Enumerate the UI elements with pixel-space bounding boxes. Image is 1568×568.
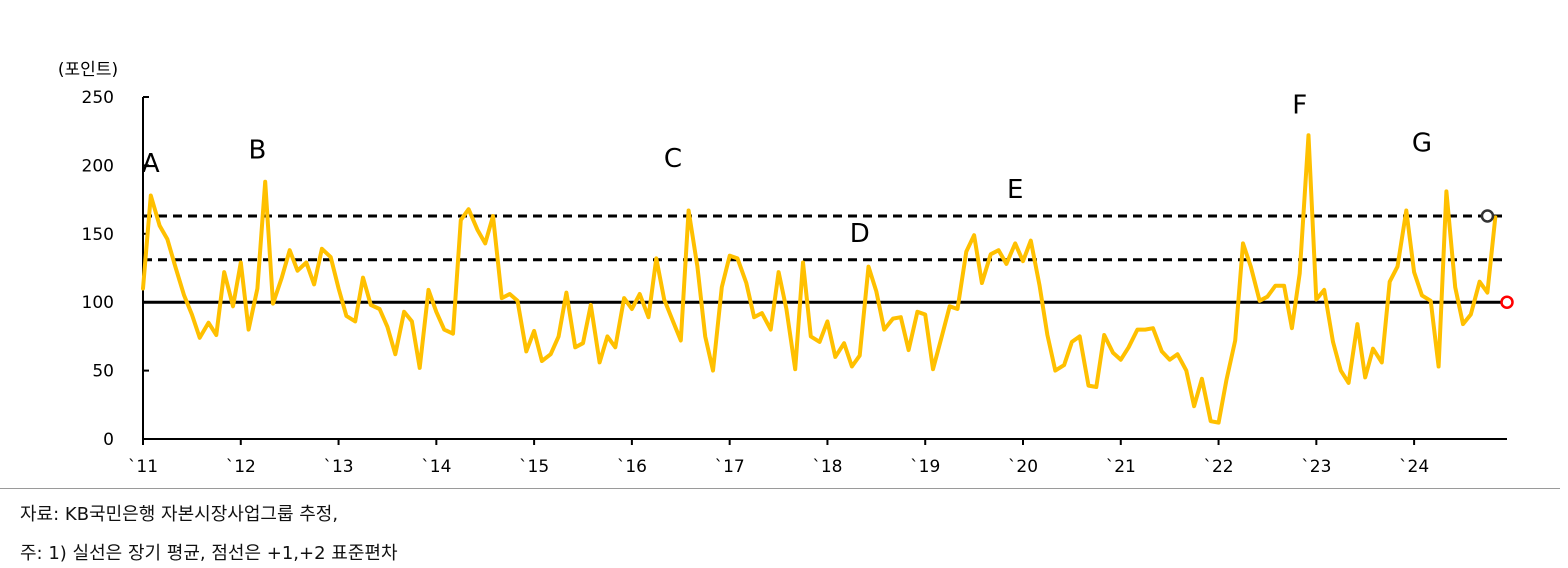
annotation-label: F xyxy=(1292,90,1307,120)
x-tick-label: `19 xyxy=(910,457,940,477)
annotation-label: E xyxy=(1007,175,1023,205)
end-marker xyxy=(1500,295,1514,309)
y-tick-label: 200 xyxy=(82,156,114,176)
x-tick-label: `14 xyxy=(421,457,451,477)
annotation-label: D xyxy=(850,219,870,249)
footnote: 주: 1) 실선은 장기 평균, 점선은 +1,+2 표준편차 xyxy=(20,543,398,564)
separator-line xyxy=(0,488,1560,489)
x-tick-label: `22 xyxy=(1203,457,1233,477)
x-tick-label: `23 xyxy=(1301,457,1331,477)
x-tick-label: `21 xyxy=(1106,457,1136,477)
end-marker xyxy=(1480,209,1495,223)
annotation-label: G xyxy=(1412,129,1432,159)
x-tick-label: `24 xyxy=(1399,457,1429,477)
y-tick-label: 50 xyxy=(92,362,114,382)
annotation-label: C xyxy=(664,144,682,174)
x-tick-label: `18 xyxy=(812,457,842,477)
y-tick-label: 100 xyxy=(82,293,114,313)
x-tick-label: `13 xyxy=(323,457,353,477)
annotation-label: A xyxy=(142,149,160,179)
y-tick-label: 250 xyxy=(82,88,114,108)
x-tick-label: `12 xyxy=(226,457,256,477)
x-tick-label: `15 xyxy=(519,457,549,477)
source-note: 자료: KB국민은행 자본시장사업그룹 추정, xyxy=(20,504,339,525)
y-axis-unit-label: (포인트) xyxy=(58,60,118,80)
x-tick-label: `17 xyxy=(715,457,745,477)
x-tick-label: `20 xyxy=(1008,457,1038,477)
y-tick-label: 150 xyxy=(82,225,114,245)
x-tick-label: `16 xyxy=(617,457,647,477)
annotation-label: B xyxy=(248,136,266,166)
line-chart: (포인트) 0 50 100 150 200 250 `11 `12 `13 `14 `15 `16 `1… xyxy=(58,60,1514,477)
series-line xyxy=(141,133,1498,425)
y-tick-label: 0 xyxy=(103,430,114,450)
x-tick-label: `11 xyxy=(128,457,158,477)
